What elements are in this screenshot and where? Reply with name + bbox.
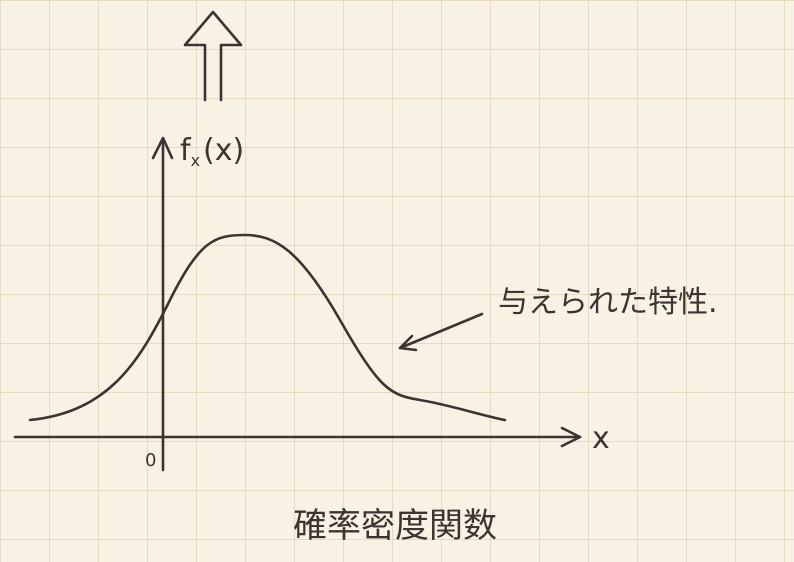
caption: 確率密度関数	[293, 506, 497, 546]
y-label-argument: (x)	[203, 133, 244, 168]
annotation: 与えられた特性.	[498, 285, 718, 320]
y-label-main: f	[180, 133, 192, 168]
y-label-subscript: x	[191, 151, 200, 170]
y-axis-label: fx (x)	[180, 133, 244, 170]
up-arrow	[183, 10, 243, 102]
x-axis-arrowhead	[560, 426, 582, 448]
y-axis-arrowhead	[151, 136, 174, 160]
density-curve	[28, 233, 507, 422]
annotation-arrowhead	[398, 334, 418, 352]
x-axis-label: x	[592, 421, 610, 456]
annotation-arrow	[398, 312, 484, 350]
origin-label: 0	[145, 450, 156, 471]
